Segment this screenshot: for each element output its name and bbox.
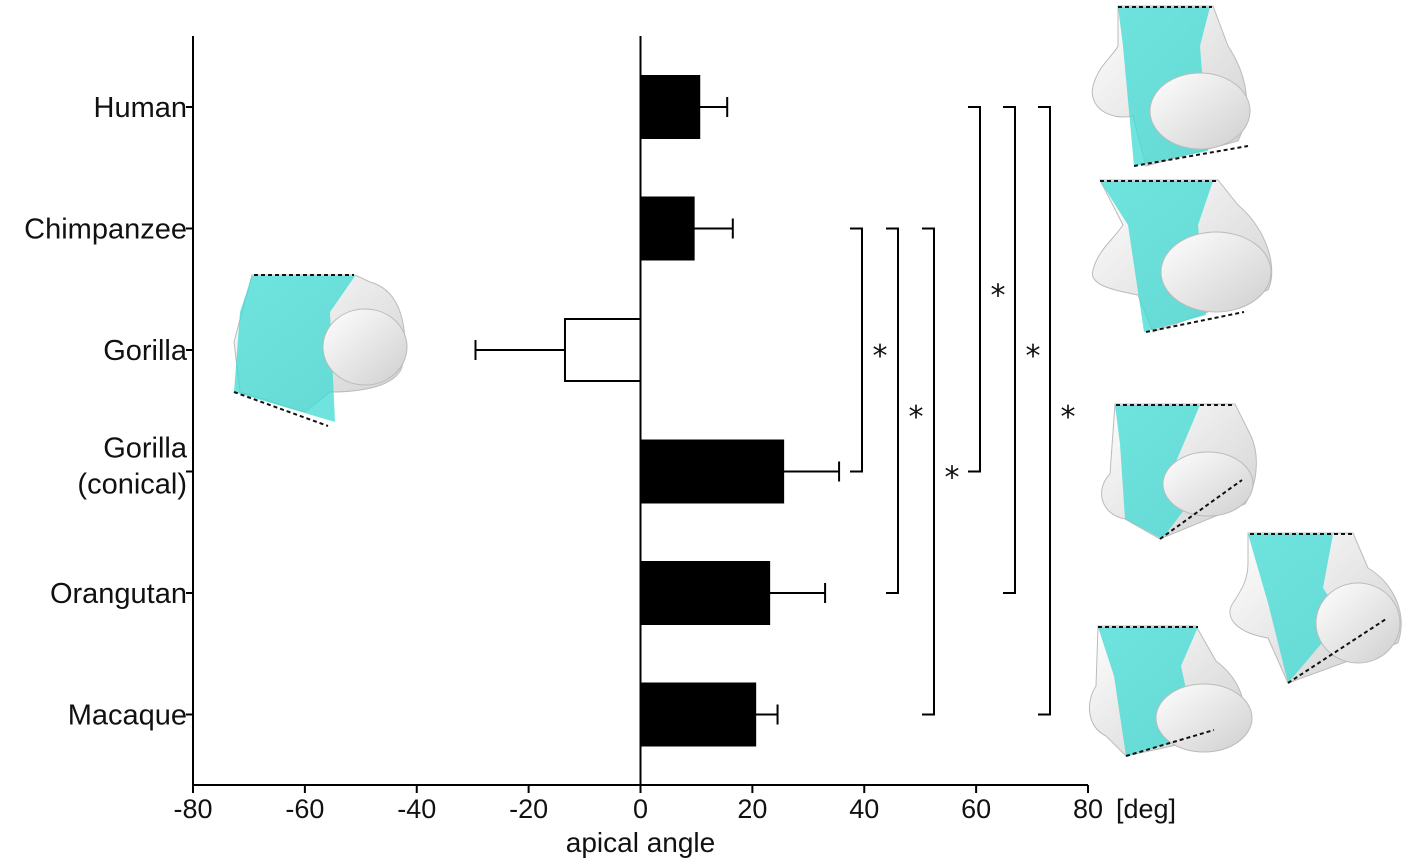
significance-label: *	[945, 461, 960, 496]
significance-bracket	[1038, 106, 1051, 716]
bar	[639, 682, 757, 747]
category-label: Chimpanzee	[24, 214, 187, 246]
category-label: Gorilla	[103, 335, 188, 367]
x-tick-label: 0	[633, 794, 648, 824]
significance-bracket	[850, 227, 863, 473]
bar	[639, 196, 695, 261]
x-tick-label: -80	[173, 794, 212, 824]
talus-illustration-macaque	[1088, 625, 1253, 757]
significance-label: *	[873, 339, 888, 374]
significance-bracket	[886, 227, 899, 594]
x-axis-title: apical angle	[566, 827, 715, 858]
bar	[563, 318, 642, 382]
category-label: Orangutan	[50, 578, 187, 610]
category-label: Gorilla (conical)	[77, 433, 187, 501]
bar	[639, 75, 701, 139]
x-tick-label: -20	[509, 794, 548, 824]
bar-series	[563, 75, 785, 747]
x-axis-unit: [deg]	[1116, 794, 1176, 824]
category-label: Macaque	[68, 700, 187, 732]
x-tick-label: 80	[1073, 794, 1103, 824]
significance-brackets: * * * * * *	[850, 106, 1076, 716]
x-tick-label: 60	[961, 794, 991, 824]
bar	[639, 561, 771, 625]
talus-illustration-gorilla	[233, 274, 408, 427]
x-tick-label: 40	[849, 794, 879, 824]
talus-illustration-gorilla-conical	[1101, 403, 1257, 540]
significance-bracket	[1003, 106, 1016, 594]
significance-label: *	[1061, 400, 1076, 435]
significance-label: *	[991, 278, 1006, 313]
category-labels: Human Chimpanzee Gorilla Gorilla (conical) Or…	[24, 92, 188, 732]
talus-illustration-chimpanzee	[1091, 179, 1273, 333]
axes	[186, 36, 1089, 793]
significance-label: *	[1026, 339, 1041, 374]
significance-label: *	[909, 400, 924, 435]
bar	[639, 439, 785, 504]
category-label: Human	[94, 92, 188, 124]
x-tick-label: 20	[737, 794, 767, 824]
error-bars	[474, 97, 841, 725]
significance-bracket	[968, 106, 981, 473]
x-tick-label: -60	[285, 794, 324, 824]
talus-illustration-orangutan	[1229, 532, 1402, 684]
x-tick-labels: -80 -60 -40 -20 0 20 40 60 80	[173, 794, 1103, 824]
significance-bracket	[922, 227, 935, 716]
x-tick-label: -40	[397, 794, 436, 824]
talus-illustration-human	[1091, 5, 1251, 167]
